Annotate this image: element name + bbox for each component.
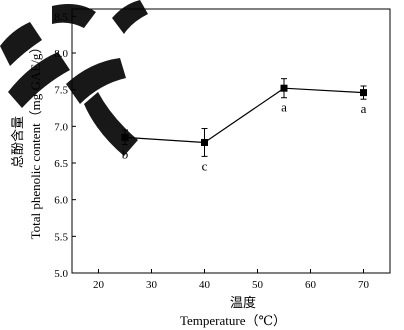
x-tick-label: 30 xyxy=(146,279,158,291)
y-tick-label: 8.5 xyxy=(54,11,68,23)
x-tick-label: 50 xyxy=(252,279,264,291)
y-axis-title-en: Total phenolic content（mg GAE/g） xyxy=(28,41,43,240)
data-point xyxy=(201,138,208,146)
significance-label: a xyxy=(361,101,367,116)
y-tick-label: 6.0 xyxy=(54,195,68,207)
significance-label: b xyxy=(122,147,129,162)
data-point xyxy=(121,133,129,141)
series-layer: b c a a xyxy=(121,78,367,173)
data-point xyxy=(280,84,288,92)
y-tick-label: 5.5 xyxy=(54,231,68,243)
significance-label: c xyxy=(202,158,208,173)
x-axis: 20 30 40 50 60 70 xyxy=(93,269,370,291)
x-axis-title-en: Temperature（℃） xyxy=(180,313,286,328)
y-tick-label: 6.5 xyxy=(54,158,68,170)
x-tick-label: 40 xyxy=(199,279,211,291)
data-point xyxy=(360,89,367,97)
y-tick-label: 7.5 xyxy=(54,85,68,97)
x-tick-label: 60 xyxy=(305,279,317,291)
significance-label: a xyxy=(281,100,287,115)
y-tick-label: 5.0 xyxy=(54,268,68,280)
y-tick-label: 8.0 xyxy=(54,48,68,60)
x-axis-title-cn: 温度 xyxy=(230,295,256,310)
x-tick-label: 70 xyxy=(358,279,370,291)
y-axis: 5.0 5.5 6.0 6.5 7.0 7.5 8.0 8.5 xyxy=(54,11,76,280)
series-line xyxy=(124,87,364,144)
y-axis-title-cn: 总酚含量 xyxy=(10,116,25,168)
plot-area-frame xyxy=(71,8,391,274)
y-tick-label: 7.0 xyxy=(54,121,68,133)
x-tick-label: 20 xyxy=(93,279,105,291)
